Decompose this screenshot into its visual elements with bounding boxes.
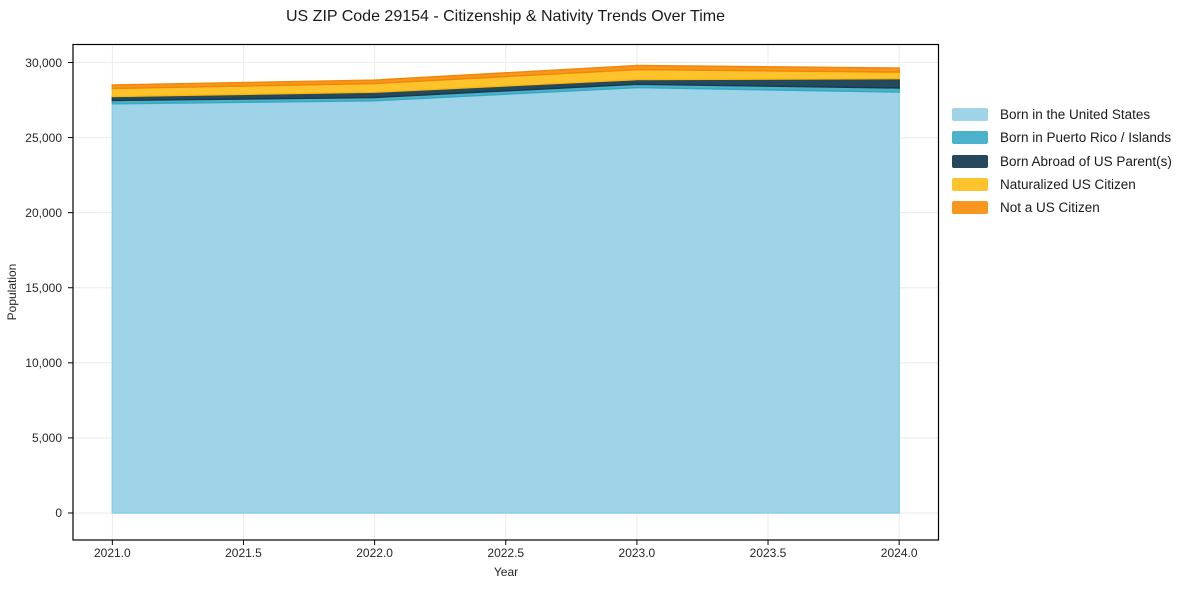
legend-swatch-born-abroad (952, 154, 988, 168)
x-tick-label: 2023.5 (749, 546, 787, 560)
legend-label: Born in the United States (1000, 107, 1151, 123)
legend-label: Naturalized US Citizen (1000, 177, 1136, 193)
legend-swatch-not-citizen (952, 201, 988, 215)
y-tick-label: 5,000 (31, 430, 62, 445)
y-tick-label: 0 (55, 505, 62, 520)
legend-label: Born Abroad of US Parent(s) (1000, 153, 1172, 169)
legend-item: Born Abroad of US Parent(s) (952, 150, 1172, 173)
legend-item: Not a US Citizen (952, 196, 1172, 219)
y-tick-label: 10,000 (25, 355, 62, 370)
x-tick-label: 2021.0 (93, 546, 131, 560)
y-tick-label: 15,000 (25, 280, 62, 295)
legend-item: Born in the United States (952, 103, 1172, 126)
x-tick-label: 2024.0 (880, 546, 918, 560)
y-tick-label: 20,000 (25, 205, 62, 220)
chart-title: US ZIP Code 29154 - Citizenship & Nativi… (286, 8, 725, 25)
x-tick-label: 2022.0 (356, 546, 393, 560)
legend-swatch-born-us (952, 108, 988, 122)
x-tick-label: 2023.0 (618, 546, 656, 560)
legend-item: Naturalized US Citizen (952, 173, 1172, 196)
legend-label: Born in Puerto Rico / Islands (1000, 130, 1172, 146)
legend-label: Not a US Citizen (1000, 200, 1100, 216)
legend-swatch-naturalized (952, 178, 988, 192)
x-tick-label: 2021.5 (225, 546, 262, 560)
area-series-0 (111, 86, 900, 514)
legend-item: Born in Puerto Rico / Islands (952, 126, 1172, 149)
y-tick-label: 25,000 (25, 130, 62, 145)
area-series-4 (111, 64, 900, 90)
x-axis-label: Year (493, 565, 519, 579)
legend: Born in the United States Born in Puerto… (952, 103, 1172, 219)
x-tick-label: 2022.5 (487, 546, 525, 560)
legend-swatch-born-pr-islands (952, 131, 988, 145)
y-tick-label: 30,000 (25, 55, 62, 70)
